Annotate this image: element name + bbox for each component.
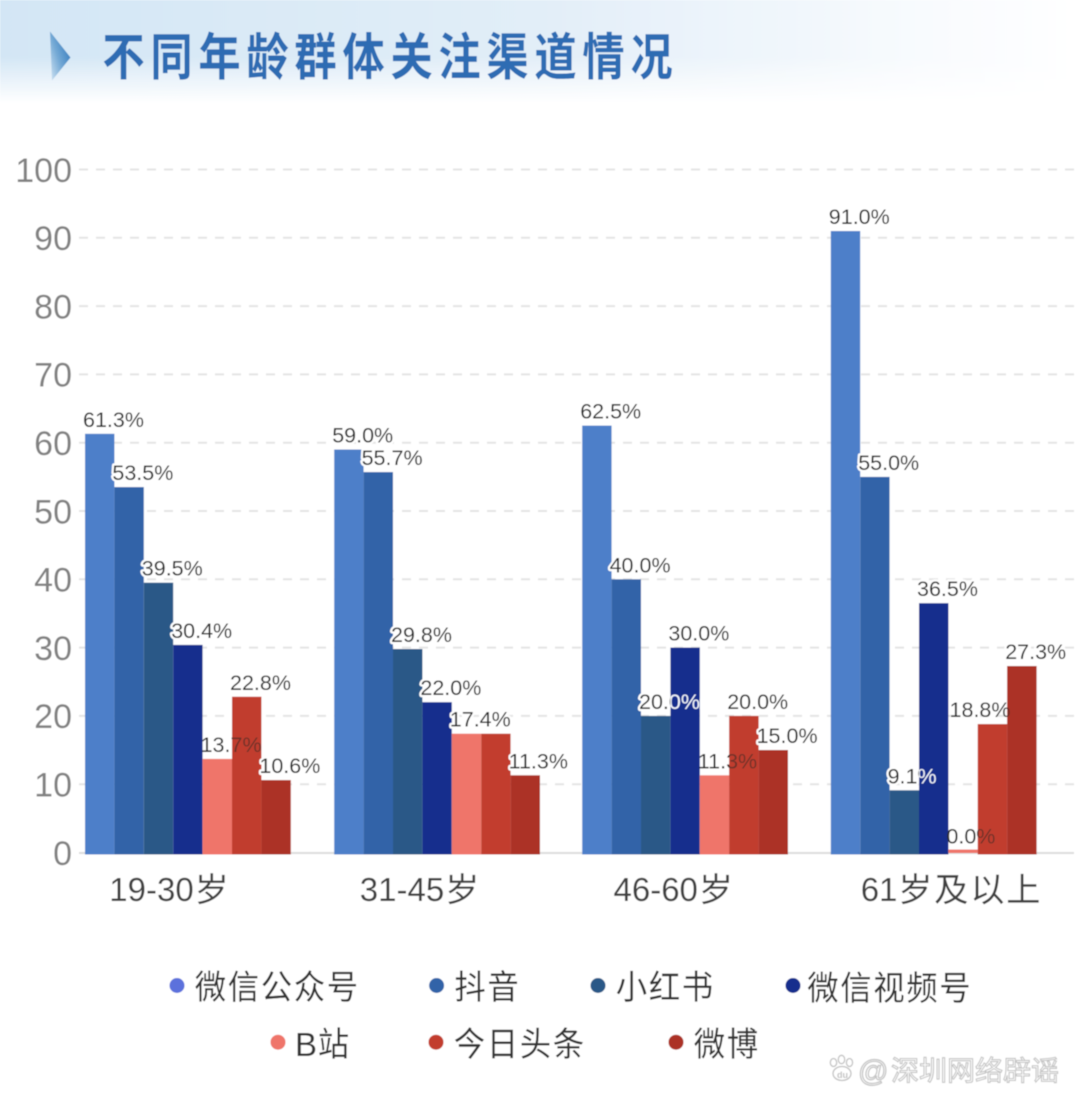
svg-text:50: 50 — [34, 493, 72, 531]
svg-text:17.4%: 17.4% — [450, 708, 511, 732]
svg-text:62.5%: 62.5% — [580, 400, 641, 424]
svg-text:29.8%: 29.8% — [391, 623, 452, 647]
svg-text:30.4%: 30.4% — [171, 619, 232, 643]
svg-text:39.5%: 39.5% — [142, 557, 203, 581]
svg-text:36.5%: 36.5% — [917, 577, 978, 601]
svg-text:22.0%: 22.0% — [420, 676, 481, 700]
svg-text:27.3%: 27.3% — [1005, 640, 1066, 664]
svg-text:31-45: 31-45 — [360, 871, 444, 908]
svg-text:40.0%: 40.0% — [610, 553, 671, 577]
svg-text:10.6%: 10.6% — [259, 754, 320, 778]
svg-text:du: du — [837, 1070, 848, 1080]
svg-text:46-60: 46-60 — [614, 871, 698, 908]
svg-text:40: 40 — [34, 562, 72, 600]
svg-text:19-30: 19-30 — [109, 871, 193, 908]
svg-text:18.8%: 18.8% — [950, 698, 1011, 722]
svg-text:20.0%: 20.0% — [727, 690, 788, 714]
svg-text:91.0%: 91.0% — [829, 205, 890, 229]
svg-text:61: 61 — [861, 871, 898, 908]
svg-text:100: 100 — [15, 152, 72, 190]
svg-text:60: 60 — [34, 425, 72, 463]
svg-text:22.8%: 22.8% — [230, 671, 291, 695]
svg-text:53.5%: 53.5% — [112, 461, 173, 485]
svg-text:9.1%: 9.1% — [888, 764, 937, 788]
svg-text:10: 10 — [34, 767, 72, 805]
svg-text:0: 0 — [53, 835, 72, 873]
svg-text:61.3%: 61.3% — [83, 408, 144, 432]
svg-text:30.0%: 30.0% — [668, 622, 729, 646]
svg-text:20: 20 — [34, 698, 72, 736]
svg-text:55.7%: 55.7% — [362, 446, 423, 470]
svg-text:59.0%: 59.0% — [332, 424, 393, 448]
svg-text:B: B — [295, 1026, 317, 1063]
svg-text:30: 30 — [34, 630, 72, 668]
svg-text:70: 70 — [34, 357, 72, 395]
svg-text:@: @ — [858, 1055, 888, 1088]
svg-text:90: 90 — [34, 220, 72, 258]
svg-text:15.0%: 15.0% — [757, 724, 818, 748]
svg-text:80: 80 — [34, 288, 72, 326]
svg-text:11.3%: 11.3% — [509, 749, 568, 773]
svg-text:55.0%: 55.0% — [858, 451, 919, 475]
svg-text:20.0%: 20.0% — [639, 690, 700, 714]
